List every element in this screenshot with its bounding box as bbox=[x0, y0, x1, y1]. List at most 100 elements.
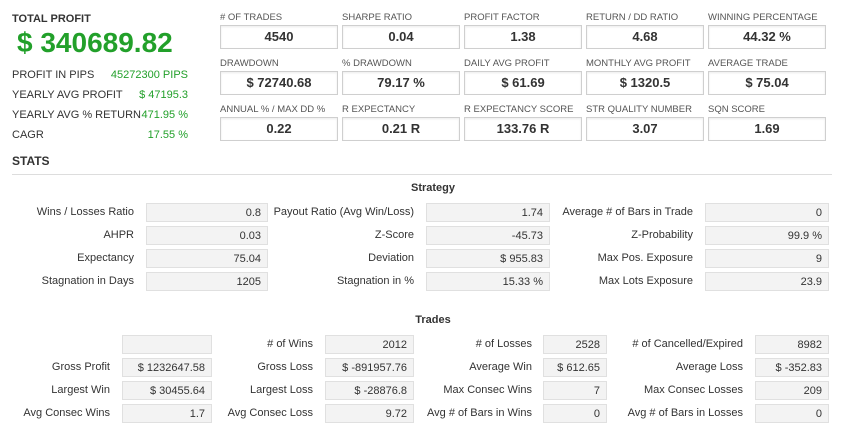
trades-label: Gross Profit bbox=[51, 361, 110, 373]
summary-label: YEARLY AVG PROFIT bbox=[12, 89, 123, 101]
metric-value: 1.38 bbox=[464, 25, 582, 49]
strategy-label: Average # of Bars in Trade bbox=[562, 206, 693, 218]
trades-value: 0 bbox=[755, 404, 829, 423]
trades-label: Gross Loss bbox=[257, 361, 313, 373]
trades-title: Trades bbox=[415, 314, 451, 326]
trades-label: # of Wins bbox=[267, 338, 313, 350]
metric-value: 4.68 bbox=[586, 25, 704, 49]
strategy-value: $ 955.83 bbox=[426, 249, 550, 268]
trades-label: Largest Win bbox=[51, 384, 110, 396]
trades-label: # of Cancelled/Expired bbox=[632, 338, 743, 350]
metric-profit-factor: PROFIT FACTOR 1.38 bbox=[464, 12, 582, 49]
strategy-value: 0 bbox=[705, 203, 829, 222]
metric-daily-avg-profit: DAILY AVG PROFIT $ 61.69 bbox=[464, 58, 582, 95]
metric-value: $ 61.69 bbox=[464, 71, 582, 95]
trades-label: Average Win bbox=[469, 361, 532, 373]
strategy-label: Payout Ratio (Avg Win/Loss) bbox=[273, 206, 414, 218]
metric-value: 4540 bbox=[220, 25, 338, 49]
metric-label: DAILY AVG PROFIT bbox=[464, 58, 550, 69]
trades-label: # of Losses bbox=[475, 338, 532, 350]
trades-label: Max Consec Wins bbox=[443, 384, 532, 396]
trades-value: 2012 bbox=[325, 335, 414, 354]
metric-label: DRAWDOWN bbox=[220, 58, 279, 69]
metric-value: $ 75.04 bbox=[708, 71, 826, 95]
trades-value: $ 1232647.58 bbox=[122, 358, 212, 377]
summary-value: 471.95 % bbox=[141, 109, 188, 121]
metric-annual-max-dd: ANNUAL % / MAX DD % 0.22 bbox=[220, 104, 338, 141]
summary-value: 45272300 PIPS bbox=[110, 69, 188, 81]
metric-label: SQN SCORE bbox=[708, 104, 766, 115]
metric-label: ANNUAL % / MAX DD % bbox=[220, 104, 326, 115]
trades-value: 9.72 bbox=[325, 404, 414, 423]
metric-label: # OF TRADES bbox=[220, 12, 283, 23]
metric-label: % DRAWDOWN bbox=[342, 58, 412, 69]
trades-value: 2528 bbox=[543, 335, 607, 354]
strategy-value: 23.9 bbox=[705, 272, 829, 291]
trades-label: Avg # of Bars in Losses bbox=[627, 407, 743, 419]
metric-label: R EXPECTANCY SCORE bbox=[464, 104, 574, 115]
strategy-label: AHPR bbox=[103, 229, 134, 241]
trades-label: Largest Loss bbox=[250, 384, 313, 396]
metric-drawdown: DRAWDOWN $ 72740.68 bbox=[220, 58, 338, 95]
metric-str-quality-number: STR QUALITY NUMBER 3.07 bbox=[586, 104, 704, 141]
strategy-value: 1205 bbox=[146, 272, 268, 291]
trades-value: 1.7 bbox=[122, 404, 212, 423]
summary-label: PROFIT IN PIPS bbox=[12, 69, 95, 81]
strategy-label: Max Pos. Exposure bbox=[597, 252, 693, 264]
trades-value: 0 bbox=[543, 404, 607, 423]
total-profit-label: TOTAL PROFIT bbox=[12, 13, 91, 25]
strategy-label: Deviation bbox=[368, 252, 414, 264]
metric-percent-drawdown: % DRAWDOWN 79.17 % bbox=[342, 58, 460, 95]
trades-value: $ 30455.64 bbox=[122, 381, 212, 400]
metric-label: STR QUALITY NUMBER bbox=[586, 104, 692, 115]
strategy-title: Strategy bbox=[410, 182, 456, 194]
trades-value: $ -891957.76 bbox=[325, 358, 414, 377]
metric-label: RETURN / DD RATIO bbox=[586, 12, 679, 23]
metric-r-expectancy: R EXPECTANCY 0.21 R bbox=[342, 104, 460, 141]
metric-value: 44.32 % bbox=[708, 25, 826, 49]
strategy-label: Stagnation in Days bbox=[41, 275, 134, 287]
metric-label: AVERAGE TRADE bbox=[708, 58, 788, 69]
trades-label: Avg Consec Wins bbox=[23, 407, 110, 419]
stats-divider bbox=[12, 174, 832, 175]
trades-label: Max Consec Losses bbox=[643, 384, 743, 396]
summary-row-pips: PROFIT IN PIPS 45272300 PIPS bbox=[12, 69, 188, 81]
strategy-value: 75.04 bbox=[146, 249, 268, 268]
metric-return-dd-ratio: RETURN / DD RATIO 4.68 bbox=[586, 12, 704, 49]
metric-value: 0.04 bbox=[342, 25, 460, 49]
strategy-label: Max Lots Exposure bbox=[598, 275, 693, 287]
trades-value: 209 bbox=[755, 381, 829, 400]
trades-value: 7 bbox=[543, 381, 607, 400]
trades-value: $ -28876.8 bbox=[325, 381, 414, 400]
metric-value: 0.21 R bbox=[342, 117, 460, 141]
metric-label: WINNING PERCENTAGE bbox=[708, 12, 818, 23]
metric-label: PROFIT FACTOR bbox=[464, 12, 540, 23]
strategy-value: 1.74 bbox=[426, 203, 550, 222]
trades-value bbox=[122, 335, 212, 354]
total-profit-value: $ 340689.82 bbox=[17, 27, 173, 58]
summary-row-cagr: CAGR 17.55 % bbox=[12, 129, 188, 141]
strategy-value: 0.8 bbox=[146, 203, 268, 222]
metric-num-trades: # OF TRADES 4540 bbox=[220, 12, 338, 49]
summary-label: CAGR bbox=[12, 129, 44, 141]
metric-sharpe-ratio: SHARPE RATIO 0.04 bbox=[342, 12, 460, 49]
strategy-value: -45.73 bbox=[426, 226, 550, 245]
metric-label: R EXPECTANCY bbox=[342, 104, 416, 115]
summary-label: YEARLY AVG % RETURN bbox=[12, 109, 141, 121]
strategy-value: 15.33 % bbox=[426, 272, 550, 291]
strategy-label: Wins / Losses Ratio bbox=[36, 206, 134, 218]
metric-r-expectancy-score: R EXPECTANCY SCORE 133.76 R bbox=[464, 104, 582, 141]
metric-value: $ 1320.5 bbox=[586, 71, 704, 95]
summary-row-yearly-return: YEARLY AVG % RETURN 471.95 % bbox=[12, 109, 188, 121]
trades-value: 8982 bbox=[755, 335, 829, 354]
stats-title: STATS bbox=[12, 154, 50, 168]
summary-value: 17.55 % bbox=[147, 129, 188, 141]
trades-label: Average Loss bbox=[675, 361, 743, 373]
metric-average-trade: AVERAGE TRADE $ 75.04 bbox=[708, 58, 826, 95]
trades-label: Avg Consec Loss bbox=[227, 407, 313, 419]
metric-value: 0.22 bbox=[220, 117, 338, 141]
metric-sqn-score: SQN SCORE 1.69 bbox=[708, 104, 826, 141]
strategy-value: 9 bbox=[705, 249, 829, 268]
metric-winning-percentage: WINNING PERCENTAGE 44.32 % bbox=[708, 12, 826, 49]
strategy-label: Z-Probability bbox=[631, 229, 693, 241]
